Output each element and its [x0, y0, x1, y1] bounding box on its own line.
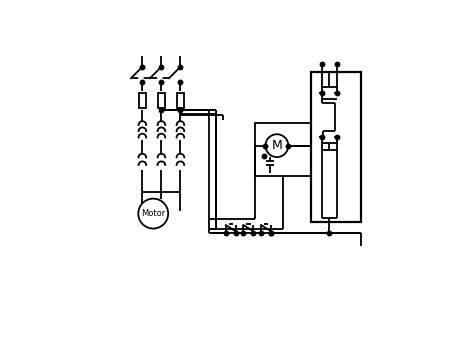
- Circle shape: [265, 134, 288, 157]
- Bar: [311, 72, 361, 222]
- Bar: [255, 122, 311, 175]
- Circle shape: [138, 199, 168, 228]
- Bar: [138, 93, 146, 108]
- Bar: [177, 93, 184, 108]
- Bar: [157, 93, 165, 108]
- Text: Motor: Motor: [141, 209, 165, 218]
- Text: M: M: [272, 139, 283, 152]
